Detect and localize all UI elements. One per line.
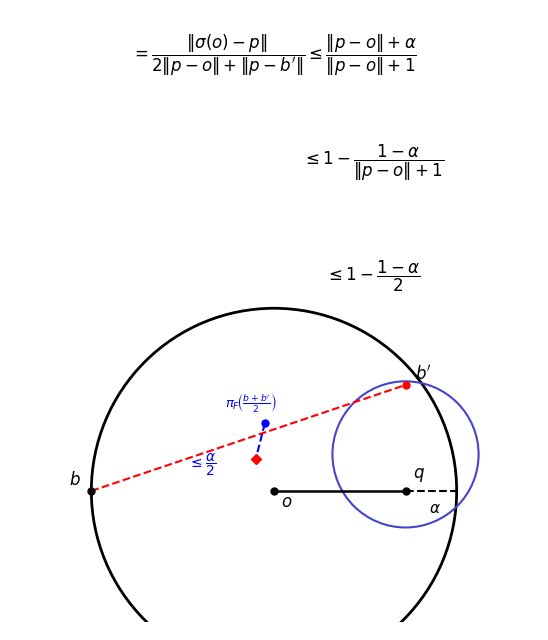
Text: $\leq 1 - \dfrac{1 - \alpha}{2}$: $\leq 1 - \dfrac{1 - \alpha}{2}$ [325,259,420,294]
Text: $\alpha$: $\alpha$ [429,501,441,516]
Text: $q$: $q$ [413,466,425,484]
Text: $b$: $b$ [68,472,81,490]
Text: $o$: $o$ [281,493,293,511]
Text: $= \dfrac{\|\sigma(o) - p\|}{2\|p - o\| + \|p - b'\|} \leq \dfrac{\|p - o\| + \a: $= \dfrac{\|\sigma(o) - p\|}{2\|p - o\| … [131,33,417,78]
Text: $b'$: $b'$ [415,365,432,383]
Text: $\pi_F\!\left(\frac{b+b'}{2}\right)$: $\pi_F\!\left(\frac{b+b'}{2}\right)$ [225,392,277,413]
Text: $\leq \dfrac{\alpha}{2}$: $\leq \dfrac{\alpha}{2}$ [188,451,216,478]
Text: $\leq 1 - \dfrac{1 - \alpha}{\|p - o\| + 1}$: $\leq 1 - \dfrac{1 - \alpha}{\|p - o\| +… [301,143,444,183]
